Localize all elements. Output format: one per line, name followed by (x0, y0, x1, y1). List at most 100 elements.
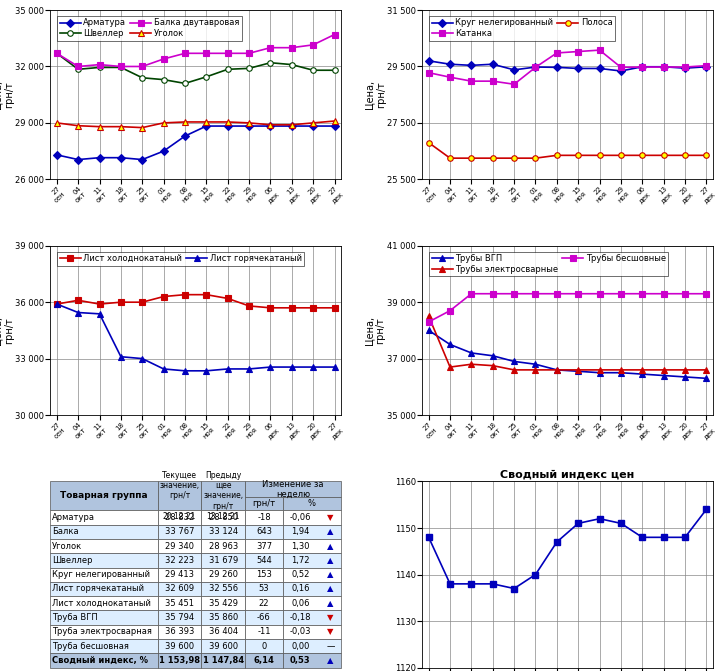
Швеллер (74, 65, 83, 73)
Лист горячекатаный (181, 367, 189, 375)
Трубы электросварные (574, 366, 582, 374)
Балка двутавровая (202, 49, 211, 57)
Круг нелегированный (488, 60, 497, 68)
Трубы бесшовные (702, 290, 711, 298)
Трубы электросварные (552, 366, 561, 374)
Арматура (287, 122, 296, 130)
Лист горячекатаный (117, 353, 125, 361)
Арматура (181, 132, 189, 140)
Полоса (702, 151, 711, 159)
Лист холоднокатаный (266, 304, 275, 312)
Line: Круг нелегированный: Круг нелегированный (426, 58, 709, 74)
Трубы электросварные (638, 366, 647, 374)
Bar (245, 611, 283, 625)
Лист горячекатаный (245, 365, 253, 373)
Лист холоднокатаный (95, 300, 104, 308)
Круг нелегированный (680, 64, 689, 72)
Балка двутавровая (287, 44, 296, 52)
Полоса (616, 151, 625, 159)
Bar (202, 511, 245, 525)
Катанка (574, 48, 582, 56)
Text: 53: 53 (258, 584, 269, 593)
Трубы бесшовные (595, 290, 604, 298)
Круг нелегированный (510, 66, 518, 74)
Балка двутавровая (266, 44, 275, 52)
Швеллер (159, 76, 168, 84)
Text: -0,06: -0,06 (289, 513, 311, 522)
Трубы ВГП (638, 370, 647, 378)
Text: ▲: ▲ (327, 599, 333, 608)
Швеллер (138, 74, 147, 82)
Text: 29 260: 29 260 (209, 570, 238, 579)
Лист холоднокатаный (181, 291, 189, 299)
Трубы бесшовные (510, 290, 518, 298)
Bar (202, 611, 245, 625)
Text: 33 124: 33 124 (209, 527, 238, 536)
Катанка (467, 77, 476, 85)
Bar (50, 582, 158, 596)
Bar (283, 582, 341, 596)
Швеллер (266, 58, 275, 66)
Line: Лист холоднокатаный: Лист холоднокатаный (54, 292, 337, 311)
Bar (202, 654, 245, 668)
Text: 36 404: 36 404 (209, 627, 238, 636)
Bar (283, 625, 341, 639)
Text: 643: 643 (256, 527, 272, 536)
Bar (158, 511, 202, 525)
Bar (202, 568, 245, 582)
Bar (50, 639, 158, 654)
Bar (245, 625, 283, 639)
Трубы бесшовные (446, 307, 454, 315)
Bar (245, 654, 283, 668)
Text: ▼: ▼ (327, 627, 333, 636)
Катанка (702, 62, 711, 70)
Катанка (424, 68, 433, 76)
Балка двутавровая (138, 62, 147, 70)
Катанка (660, 63, 668, 71)
Уголок (202, 118, 211, 126)
Bar (245, 482, 341, 497)
Bar (202, 625, 245, 639)
Text: 35 860: 35 860 (209, 613, 238, 622)
Line: Арматура: Арматура (54, 123, 337, 162)
Text: 28 832: 28 832 (165, 513, 194, 522)
Bar (283, 511, 341, 525)
Text: 1,72: 1,72 (291, 556, 310, 565)
Text: 39 600: 39 600 (165, 641, 194, 651)
Bar (245, 596, 283, 611)
Text: Текущее
значение,
грн/т

20.12.21: Текущее значение, грн/т 20.12.21 (160, 470, 199, 521)
Круг нелегированный (467, 61, 476, 69)
Text: 1 153,98: 1 153,98 (159, 656, 200, 665)
Bar (245, 639, 283, 654)
Text: Сводный индекс, %: Сводный индекс, % (52, 656, 148, 665)
Уголок (181, 118, 189, 126)
Лист холоднокатаный (53, 300, 61, 308)
Лист холоднокатаный (74, 297, 83, 305)
Катанка (595, 46, 604, 54)
Арматура (74, 156, 83, 164)
Bar (158, 553, 202, 568)
Уголок (117, 123, 125, 131)
Лист горячекатаный (53, 300, 61, 308)
Лист горячекатаный (223, 365, 232, 373)
Bar (245, 582, 283, 596)
Text: -18: -18 (257, 513, 271, 522)
Bar (50, 511, 158, 525)
Bar (158, 582, 202, 596)
Трубы бесшовные (680, 290, 689, 298)
Bar (245, 525, 283, 539)
Лист холоднокатаный (309, 304, 318, 312)
Text: 6,14: 6,14 (253, 656, 274, 665)
Полоса (660, 151, 668, 159)
Трубы ВГП (616, 368, 625, 376)
Трубы ВГП (424, 326, 433, 334)
Балка двутавровая (181, 49, 189, 57)
Трубы электросварные (660, 366, 668, 374)
Bar (202, 482, 245, 511)
Круг нелегированный (660, 62, 668, 70)
Text: %: % (308, 499, 316, 509)
Bar (50, 625, 158, 639)
Лист холоднокатаный (202, 291, 211, 299)
Круг нелегированный (552, 63, 561, 71)
Bar (283, 539, 341, 553)
